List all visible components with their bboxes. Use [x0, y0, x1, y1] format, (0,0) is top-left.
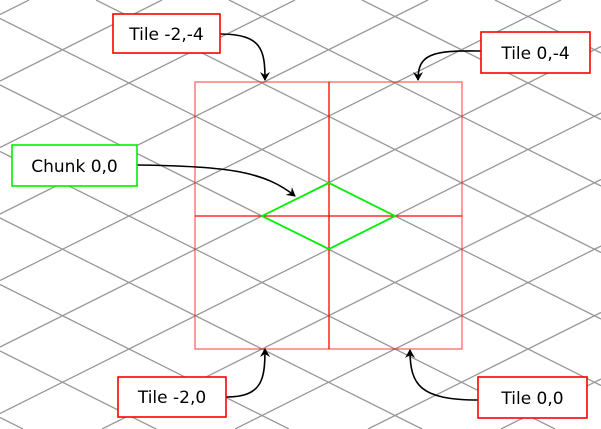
arrow-tile-m2-m4 — [219, 33, 270, 81]
arrow-tile-m2-0 — [225, 348, 270, 398]
grid-line-up — [0, 112, 601, 415]
grid-line-up — [234, 245, 601, 429]
label-text: Tile 0,0 — [500, 389, 563, 409]
grid-line-up — [0, 0, 30, 16]
label-tile-m2-0: Tile -2,0 — [117, 376, 227, 418]
grid-line-down — [0, 150, 556, 429]
chunk-diamond — [259, 181, 398, 251]
label-text: Tile -2,-4 — [128, 25, 203, 45]
label-tile-0-m4: Tile 0,-4 — [480, 31, 591, 74]
grid-line-down — [0, 217, 423, 429]
arrow-chunk-0-0 — [136, 164, 296, 197]
arrow-tile-0-0 — [405, 349, 479, 401]
label-text: Tile -2,0 — [137, 388, 206, 408]
grid-line-down — [0, 17, 601, 320]
label-chunk-0-0: Chunk 0,0 — [11, 144, 138, 187]
grid-line-down — [0, 283, 290, 429]
label-text: Chunk 0,0 — [31, 157, 117, 177]
arrow-tile-0-m4 — [413, 50, 482, 81]
grid-line-up — [0, 0, 562, 282]
grid-line-down — [228, 0, 601, 187]
grid-line-up — [0, 0, 296, 149]
grid-line-down — [0, 416, 24, 429]
label-tile-0-0: Tile 0,0 — [477, 376, 588, 419]
label-tile-m2-m4: Tile -2,-4 — [112, 13, 221, 54]
label-text: Tile 0,-4 — [500, 44, 569, 64]
grid-line-up — [367, 311, 601, 429]
tile-square — [194, 81, 463, 350]
